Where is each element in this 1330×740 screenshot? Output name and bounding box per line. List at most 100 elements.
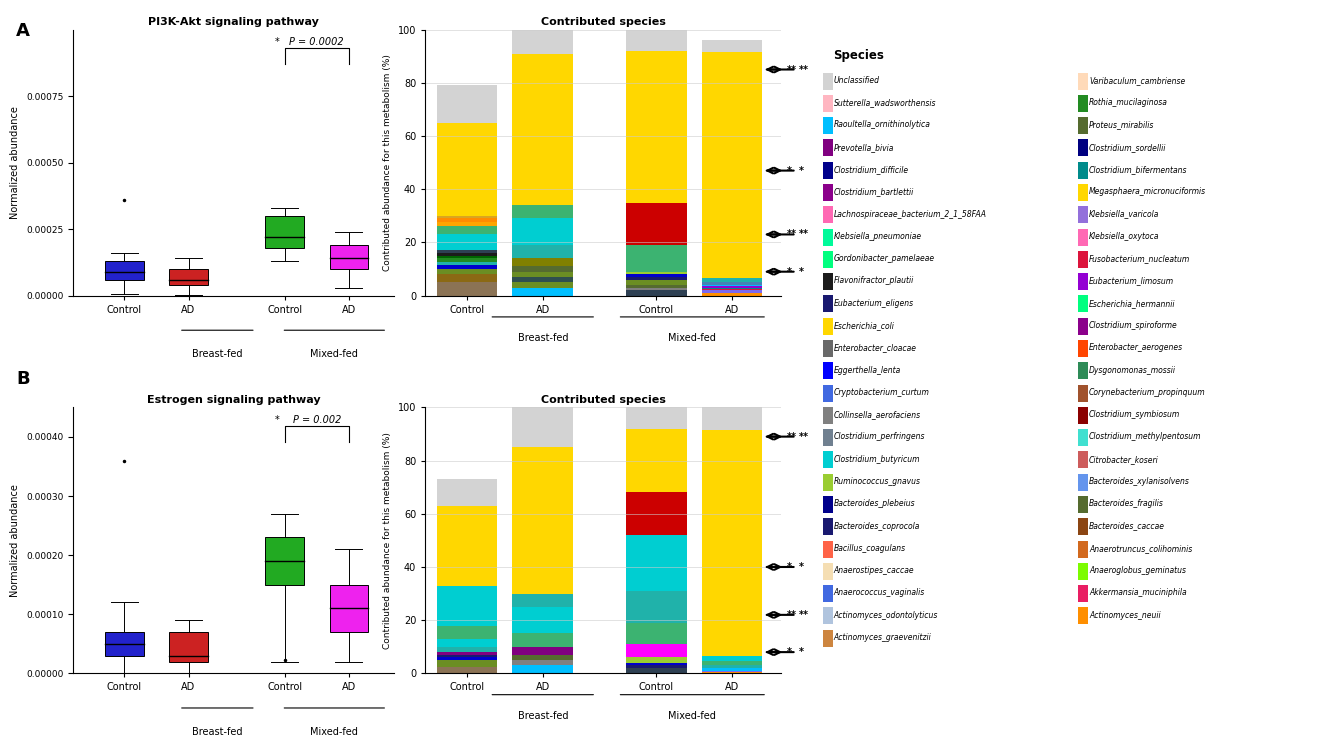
- Text: Ruminococcus_gnavus: Ruminococcus_gnavus: [834, 477, 920, 486]
- Text: Sutterella_wadsworthensis: Sutterella_wadsworthensis: [834, 98, 936, 107]
- Text: Proteus_mirabilis: Proteus_mirabilis: [1089, 121, 1154, 130]
- Text: Breast-fed: Breast-fed: [192, 349, 242, 359]
- Bar: [626, 428, 686, 493]
- Bar: [512, 283, 573, 288]
- Text: *: *: [786, 562, 791, 572]
- Text: *: *: [799, 562, 803, 572]
- Bar: [626, 290, 686, 296]
- Text: Megasphaera_micronuciformis: Megasphaera_micronuciformis: [1089, 187, 1206, 196]
- Bar: [702, 670, 762, 672]
- Bar: [436, 223, 497, 226]
- Text: Bacteroides_coprocola: Bacteroides_coprocola: [834, 522, 920, 531]
- Text: Klebsiella_pneumoniae: Klebsiella_pneumoniae: [834, 232, 922, 241]
- Bar: [1079, 518, 1088, 535]
- Text: A: A: [16, 22, 29, 40]
- Bar: [1079, 184, 1088, 201]
- Text: Mixed-fed: Mixed-fed: [310, 727, 358, 736]
- Bar: [512, 633, 573, 647]
- Bar: [823, 340, 833, 357]
- Text: Citrobacter_koseri: Citrobacter_koseri: [1089, 455, 1158, 464]
- Bar: [823, 429, 833, 446]
- Bar: [823, 273, 833, 290]
- Bar: [702, 53, 762, 278]
- Bar: [823, 451, 833, 468]
- Bar: [436, 655, 497, 657]
- Text: *: *: [799, 266, 803, 277]
- Text: Anaerostipes_caccae: Anaerostipes_caccae: [834, 566, 915, 575]
- Bar: [266, 216, 303, 248]
- Bar: [1079, 563, 1088, 580]
- Bar: [436, 245, 497, 250]
- Text: Varibaculum_cambriense: Varibaculum_cambriense: [1089, 76, 1185, 85]
- Bar: [1079, 585, 1088, 602]
- Bar: [626, 277, 686, 280]
- Bar: [702, 672, 762, 673]
- Bar: [823, 117, 833, 134]
- Bar: [436, 625, 497, 639]
- Bar: [1079, 295, 1088, 312]
- Title: Contributed species: Contributed species: [541, 18, 666, 27]
- Bar: [512, 607, 573, 633]
- Bar: [626, 203, 686, 245]
- Bar: [436, 265, 497, 269]
- Text: Enterobacter_aerogenes: Enterobacter_aerogenes: [1089, 343, 1184, 352]
- Bar: [823, 585, 833, 602]
- Bar: [702, 289, 762, 290]
- Text: Unclassified: Unclassified: [834, 76, 880, 85]
- Bar: [1079, 73, 1088, 90]
- Y-axis label: Contributed abundance for this metabolism (%): Contributed abundance for this metabolis…: [383, 432, 392, 649]
- Bar: [1079, 363, 1088, 380]
- Text: **: **: [786, 610, 797, 620]
- Bar: [823, 385, 833, 402]
- Text: Bacteroides_caccae: Bacteroides_caccae: [1089, 522, 1165, 531]
- Title: PI3K-Akt signaling pathway: PI3K-Akt signaling pathway: [148, 18, 319, 27]
- Text: P = 0.002: P = 0.002: [293, 414, 340, 425]
- Bar: [702, 656, 762, 662]
- Text: Anaerotruncus_colihominis: Anaerotruncus_colihominis: [1089, 544, 1192, 553]
- Bar: [512, 665, 573, 673]
- Bar: [436, 652, 497, 655]
- Bar: [436, 216, 497, 218]
- Bar: [823, 229, 833, 246]
- Text: Clostridium_difficile: Clostridium_difficile: [834, 165, 908, 174]
- Bar: [105, 261, 144, 280]
- Bar: [702, 288, 762, 289]
- Bar: [330, 245, 368, 269]
- Bar: [626, 275, 686, 277]
- Bar: [512, 30, 573, 53]
- Bar: [1079, 385, 1088, 402]
- Bar: [823, 608, 833, 625]
- Text: Enterobacter_cloacae: Enterobacter_cloacae: [834, 343, 916, 352]
- Y-axis label: Normalized abundance: Normalized abundance: [11, 484, 20, 597]
- Bar: [512, 218, 573, 245]
- Bar: [823, 139, 833, 156]
- Bar: [436, 667, 497, 673]
- Bar: [823, 162, 833, 179]
- Text: Clostridium_sordellii: Clostridium_sordellii: [1089, 143, 1166, 152]
- Bar: [823, 184, 833, 201]
- Bar: [626, 657, 686, 663]
- Bar: [626, 665, 686, 668]
- Bar: [512, 660, 573, 665]
- Text: Bacillus_coagulans: Bacillus_coagulans: [834, 544, 906, 553]
- Bar: [512, 258, 573, 266]
- Text: **: **: [786, 64, 797, 75]
- Text: Bacteroides_fragilis: Bacteroides_fragilis: [1089, 500, 1164, 508]
- Bar: [436, 253, 497, 256]
- Bar: [1079, 541, 1088, 558]
- Text: Dysgonomonas_mossii: Dysgonomonas_mossii: [1089, 366, 1176, 374]
- Text: Akkermansia_muciniphila: Akkermansia_muciniphila: [1089, 588, 1186, 597]
- Y-axis label: Normalized abundance: Normalized abundance: [11, 106, 20, 219]
- Text: Escherichia_hermannii: Escherichia_hermannii: [1089, 299, 1176, 308]
- Text: Bacteroides_xylanisolvens: Bacteroides_xylanisolvens: [1089, 477, 1190, 486]
- Bar: [1079, 95, 1088, 112]
- Bar: [823, 317, 833, 334]
- Bar: [436, 283, 497, 296]
- Bar: [823, 407, 833, 424]
- Text: Bacteroides_plebeius: Bacteroides_plebeius: [834, 500, 915, 508]
- Bar: [702, 407, 762, 430]
- Bar: [1079, 340, 1088, 357]
- Text: Lachnospiraceae_bacterium_2_1_58FAA: Lachnospiraceae_bacterium_2_1_58FAA: [834, 209, 987, 218]
- Text: Escherichia_coli: Escherichia_coli: [834, 321, 895, 330]
- Text: *: *: [786, 266, 791, 277]
